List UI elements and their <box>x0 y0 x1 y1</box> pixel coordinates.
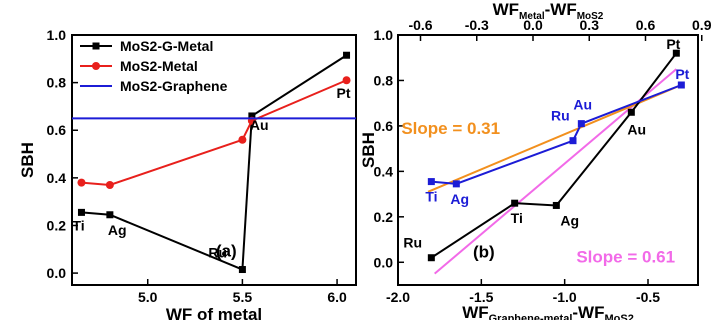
y-axis-label: SBH <box>18 142 37 178</box>
data-point <box>577 120 585 128</box>
x-axis-label-mid: -WF <box>572 303 604 320</box>
point-label: Au <box>250 117 269 133</box>
point-label: Ti <box>72 217 84 233</box>
top-x-tick-label: 0.0 <box>523 17 543 33</box>
panel-label: (a) <box>216 241 237 260</box>
data-point <box>105 181 114 189</box>
top-x-tick-label: -0.3 <box>465 17 489 33</box>
y-tick-label: 0.2 <box>374 209 394 225</box>
point-label: Ru <box>403 235 422 251</box>
data-point <box>77 208 85 216</box>
point-label: Pt <box>337 85 351 101</box>
data-point <box>672 49 680 57</box>
x-axis-label: WF of metal <box>166 305 262 320</box>
top-x-axis-label-main: WF <box>493 0 519 19</box>
point-label: Au <box>627 121 646 137</box>
top-x-tick-label: 0.3 <box>580 17 600 33</box>
top-x-tick-label: 0.6 <box>636 17 656 33</box>
panel-b-frame <box>397 34 699 286</box>
point-label: Ru <box>551 108 570 124</box>
x-tick-label: 5.0 <box>138 289 158 305</box>
y-tick-label: 0.6 <box>47 122 67 138</box>
point-label: Pt <box>675 66 689 82</box>
top-x-tick-label: -0.6 <box>408 17 432 33</box>
x-axis-label-sub: MoS2 <box>604 313 633 320</box>
x-tick-label: -1.5 <box>469 289 493 305</box>
data-point <box>627 108 635 116</box>
point-label: Ti <box>511 210 523 226</box>
top-x-axis-label-mid: -WF <box>545 0 577 19</box>
x-tick-label: -0.5 <box>636 289 660 305</box>
legend-label: MoS2-Metal <box>120 58 198 74</box>
data-point <box>106 211 114 219</box>
y-tick-label: 0.0 <box>374 254 394 270</box>
panel-a-frame <box>71 34 357 286</box>
y-tick-label: 0.6 <box>374 118 394 134</box>
top-x-axis-label: WFMetal-WFMoS2 <box>493 0 604 22</box>
series-line-1 <box>81 79 347 187</box>
data-point <box>677 81 685 89</box>
series-line-0 <box>430 52 678 259</box>
data-point <box>238 266 246 274</box>
point-label: Au <box>573 97 592 113</box>
data-point <box>569 137 577 145</box>
x-axis-label: WFGraphene-metal-WFMoS2 <box>462 303 634 320</box>
data-point <box>343 51 351 59</box>
slope-annotation: Slope = 0.31 <box>401 119 500 138</box>
series-line-2 <box>427 84 682 193</box>
data-point <box>552 201 560 209</box>
point-label: Ag <box>450 191 469 207</box>
data-point <box>452 180 460 188</box>
x-tick-label: 6.0 <box>327 289 347 305</box>
x-axis-label-sub: Graphene-metal <box>489 313 573 320</box>
top-x-axis-label-sub: Metal <box>519 11 545 22</box>
y-tick-label: 0.4 <box>47 170 67 186</box>
y-tick-label: 0.0 <box>47 265 67 281</box>
slope-annotation: Slope = 0.61 <box>576 247 675 266</box>
data-point <box>77 178 86 187</box>
x-axis-label-main: WF <box>462 303 488 320</box>
y-tick-label: 1.0 <box>374 27 394 43</box>
x-tick-label: -2.0 <box>386 289 410 305</box>
data-point <box>427 254 435 262</box>
top-x-axis-label-sub: MoS2 <box>577 11 604 22</box>
data-point <box>427 178 435 186</box>
point-label: Ag <box>560 212 579 228</box>
top-x-tick-label: 0.9 <box>692 17 712 33</box>
x-tick-label: 5.5 <box>233 289 253 305</box>
data-point <box>342 76 351 85</box>
panel-b: -2.0 -1.5 -1.0 -0.5 -0.6 -0.3 0.0 0.3 0.6 0.9 0.0 0… <box>359 0 712 320</box>
point-label: Ru <box>208 245 227 261</box>
legend-marker <box>92 62 100 70</box>
point-label: Ag <box>108 222 127 238</box>
point-label: Pt <box>666 36 680 52</box>
data-point <box>238 135 247 144</box>
y-tick-label: 0.4 <box>374 163 394 179</box>
legend-label: MoS2-G-Metal <box>120 38 213 54</box>
y-tick-label: 0.2 <box>47 217 67 233</box>
y-tick-label: 0.8 <box>374 72 394 88</box>
point-label: Ti <box>425 189 437 205</box>
data-point <box>248 112 256 120</box>
legend-marker <box>92 42 100 50</box>
data-point <box>511 199 519 207</box>
y-axis-label: SBH <box>359 132 378 168</box>
x-tick-label: -1.0 <box>553 289 577 305</box>
legend-label: MoS2-Graphene <box>120 78 228 94</box>
panel-a: 5.0 5.5 6.0 0.0 0.2 0.4 0.6 0.8 1.0 WF of metal SB… <box>18 27 357 320</box>
y-tick-label: 1.0 <box>47 27 67 43</box>
y-tick-label: 0.8 <box>47 75 67 91</box>
panel-label: (b) <box>473 243 495 262</box>
